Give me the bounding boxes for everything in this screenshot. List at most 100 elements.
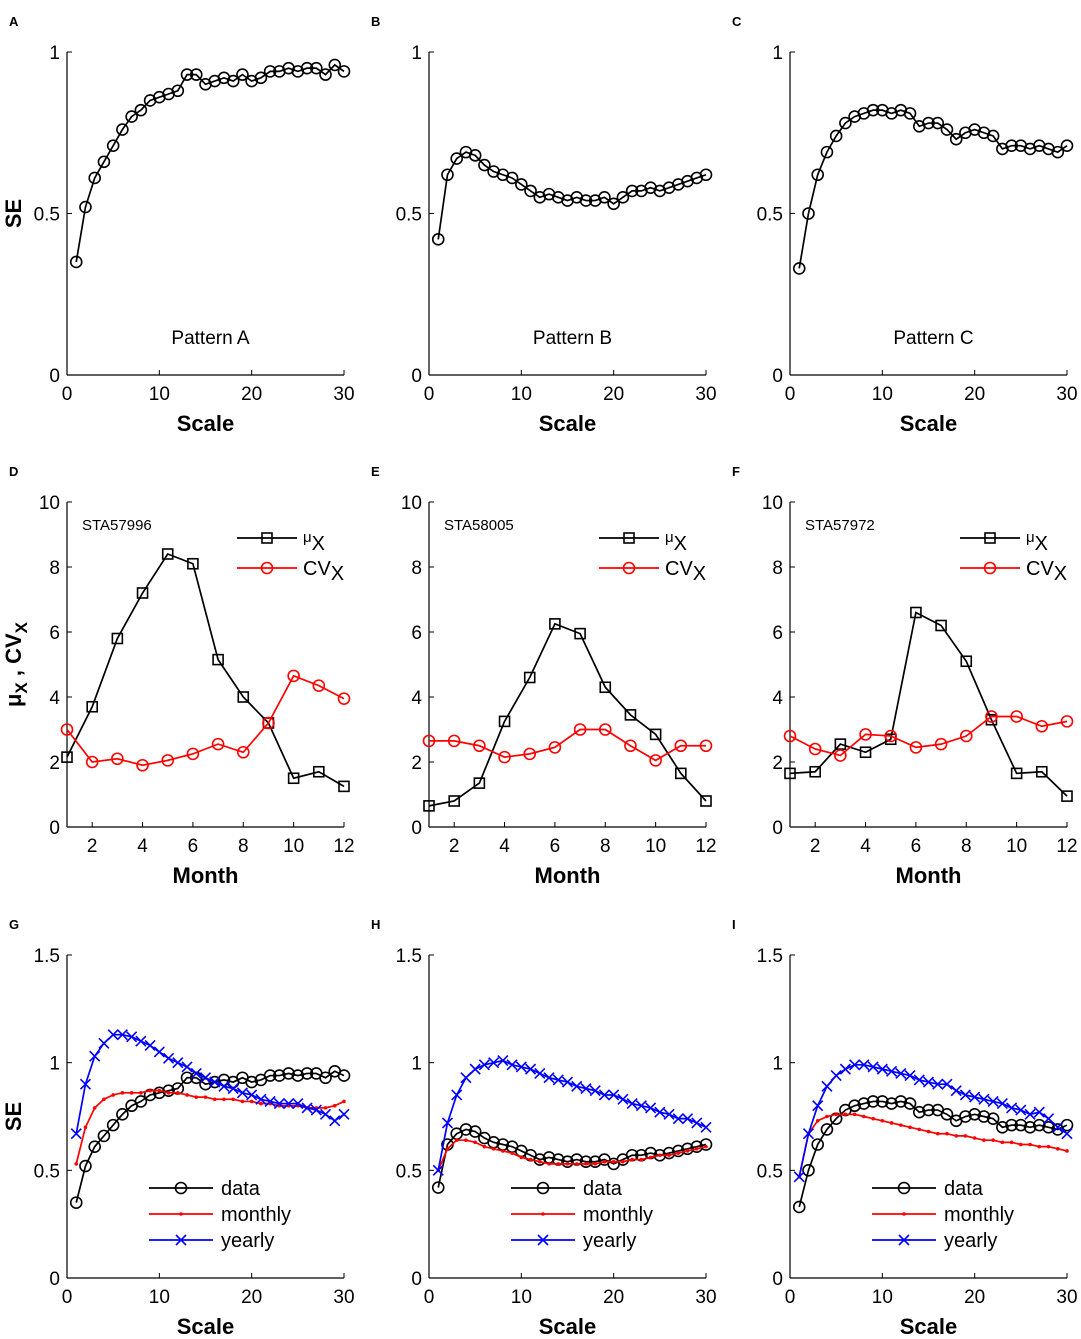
panel-f-data-point [834,738,847,750]
panel-i-data-point [972,1136,977,1140]
panel-b-y-tick-label: 0 [411,366,422,387]
panel-i-data-point [959,1110,972,1123]
panel-h-data-point [561,1155,574,1169]
panel-i-data-point [968,1108,981,1121]
panel-a-data-point [300,61,314,75]
panel-c: C 0 10 20 30 0 0.5 1 Scale Pattern C [732,14,1078,436]
panel-g-data-point [209,1076,221,1088]
panel-i-y-tick-label: 1.5 [757,946,783,967]
panel-b-x-tick-label: 0 [424,384,435,405]
panel-i: I 0 10 20 30 0 0.5 1 1.5 Scale data monthly yearly [732,917,1078,1339]
panel-i-data-point [922,1103,935,1117]
panel-c-data-point [903,107,917,120]
panel-g-data-point [107,1029,119,1041]
panel-i-data-point [839,1063,851,1075]
panel-i-data-point [852,1112,857,1117]
panel-b-data-point [625,184,639,198]
panel-h-data-point [626,1098,638,1110]
panel-i-data-point [908,1125,912,1130]
panel-f-y-tick-label: 8 [772,558,783,579]
panel-h-data-point [611,1159,616,1164]
panel-a-y-tick-label: 0.5 [34,205,60,226]
panel-g-data-point [194,1095,199,1099]
panel-c-series-0 [792,103,1074,275]
panel-i-data-point [889,1121,894,1125]
panel-d-data-point [211,737,225,751]
panel-b-data-point [450,152,464,165]
panel-h-data-point [459,1123,473,1136]
panel-f-data-point [1010,710,1023,723]
panel-c-data-point [839,116,852,130]
panel-b-x-label: Scale [539,411,597,436]
panel-g-data-point [69,1196,83,1209]
panel-h-data-point [451,1089,463,1101]
panel-g-series-line [75,1070,345,1203]
panel-i-data-point [945,1131,949,1136]
panel-h-data-point [561,1076,574,1088]
panel-a-y-tick-label: 0 [49,366,60,387]
panel-f-y-tick-label: 2 [772,753,783,774]
panel-i-data-point [857,1097,871,1110]
panel-h-letter: H [371,917,380,932]
panel-c-data-point [1060,139,1074,152]
panel-d-x-label: Month [173,863,239,888]
panel-f-data-point [1010,767,1023,780]
panel-h-data-point [510,1151,514,1155]
panel-g-data-point [203,1095,208,1099]
panel-g-data-point [282,1067,295,1080]
panel-i-data-point [1055,1147,1060,1151]
panel-h-data-point [528,1157,533,1162]
panel-b-data-point [607,197,620,211]
panel-g-data-point [329,1115,341,1127]
panel-i-data-point [941,1078,953,1090]
panel-b-annotation: Pattern B [533,328,612,349]
panel-h-data-point [639,1157,644,1162]
panel-e-y-tick-label: 0 [411,818,422,839]
panel-h-y-tick-label: 1.5 [396,946,422,967]
panel-g-legend-marker [175,1234,187,1246]
panel-g-y-tick-label: 1.5 [34,946,60,967]
panel-d-x-tick-label: 12 [333,836,354,857]
panel-i-data-point [904,1070,916,1082]
panel-h-data-point [617,1093,629,1105]
panel-h-data-point [608,1089,620,1101]
panel-i-legend-marker [897,1181,911,1195]
panel-i-data-point [996,1098,1008,1110]
panel-c-data-point [866,103,880,117]
panel-h-data-point [468,1125,482,1138]
panel-e-data-point [624,709,637,721]
panel-i-legend-marker [902,1212,906,1216]
panel-h-data-point [589,1085,601,1097]
panel-d-y-tick-label: 0 [49,818,60,839]
panel-c-data-point [986,129,1000,143]
panel-e-x-tick-label: 4 [499,836,510,857]
panel-g-data-point [116,1029,128,1041]
panel-i-data-point [982,1138,986,1142]
panel-h-data-point [445,1147,450,1151]
panel-b-data-point [616,191,630,204]
panel-a-x-label: Scale [177,411,235,436]
panel-a-data-point [254,71,268,85]
panel-g-x-tick-label: 0 [62,1287,73,1308]
panel-d-data-point [337,692,351,705]
panel-i-data-point [1023,1120,1037,1134]
panel-e-letter: E [371,464,380,479]
panel-g-data-point [273,1069,286,1082]
panel-d-series-line [66,552,345,788]
panel-h-data-point [565,1162,570,1166]
panel-i-data-point [1028,1142,1032,1147]
panel-i-data-point [935,1131,940,1136]
panel-f-y-tick-label: 6 [772,623,783,644]
panel-i-data-point [894,1095,908,1108]
panel-g-data-point [249,1099,254,1104]
panel-b-data-point [478,158,491,172]
panel-g-data-point [181,1061,193,1073]
panel-g-data-point [319,1108,332,1120]
panel-i-data-point [1042,1120,1055,1134]
panel-c-x-tick-label: 20 [964,384,985,405]
panel-f-data-point [935,619,947,632]
panel-g-legend-label: yearly [221,1230,274,1252]
panel-h-data-point [431,1181,445,1194]
panel-d-series-1 [60,669,351,772]
panel-g-data-point [236,1087,248,1099]
